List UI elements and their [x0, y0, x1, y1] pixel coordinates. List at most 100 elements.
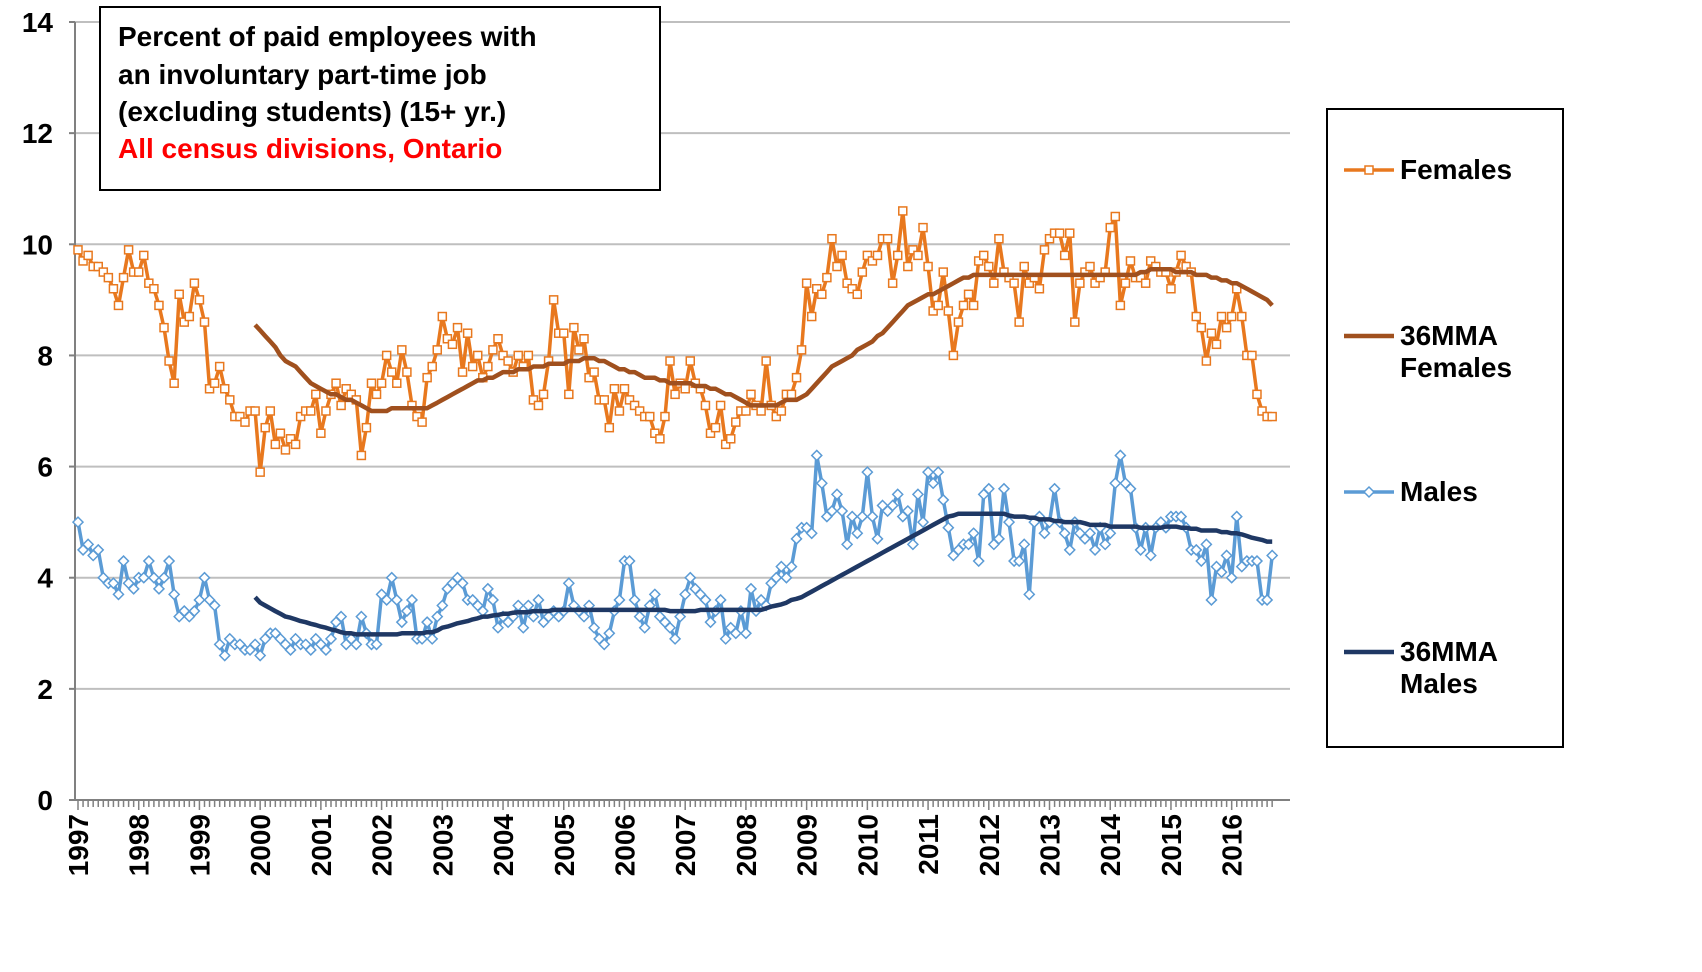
- marker: [674, 610, 687, 623]
- marker: [82, 538, 95, 551]
- x-tick-label: 2011: [913, 814, 944, 875]
- marker: [1206, 328, 1217, 338]
- marker: [739, 627, 752, 640]
- marker: [972, 554, 985, 568]
- marker: [1058, 527, 1071, 540]
- marker: [1039, 245, 1050, 255]
- marker: [633, 610, 646, 623]
- y-tick-label: 8: [37, 340, 53, 371]
- marker: [599, 395, 609, 405]
- marker: [385, 571, 398, 584]
- marker: [1196, 322, 1207, 333]
- y-tick-label: 10: [22, 229, 53, 260]
- y-tick-label: 6: [37, 452, 53, 483]
- marker: [835, 504, 849, 518]
- marker: [1191, 311, 1202, 322]
- x-tick-label: 2010: [852, 814, 883, 876]
- marker: [376, 378, 387, 388]
- marker: [421, 616, 434, 629]
- marker: [1230, 510, 1243, 523]
- legend-item: Males: [1342, 476, 1540, 508]
- x-tick-label: 1998: [124, 814, 155, 876]
- marker: [1125, 256, 1136, 266]
- marker: [861, 466, 874, 479]
- marker: [71, 516, 85, 529]
- legend-marker: [1364, 165, 1374, 175]
- marker: [107, 577, 120, 590]
- marker: [655, 434, 665, 444]
- marker: [209, 378, 220, 388]
- marker: [1109, 477, 1122, 490]
- marker: [1114, 449, 1127, 462]
- marker: [628, 593, 641, 607]
- marker: [1215, 566, 1228, 579]
- marker: [815, 477, 828, 490]
- marker: [1211, 339, 1222, 350]
- marker: [280, 445, 291, 455]
- legend-swatch: [1344, 485, 1394, 499]
- marker: [710, 422, 721, 433]
- legend-label: 36MMA Males: [1400, 636, 1497, 699]
- marker: [381, 350, 392, 361]
- marker: [290, 439, 301, 450]
- marker: [144, 278, 154, 288]
- marker: [527, 610, 540, 623]
- marker: [456, 577, 469, 590]
- marker: [604, 422, 615, 433]
- marker: [405, 593, 419, 607]
- marker: [164, 356, 174, 366]
- marker: [392, 378, 402, 388]
- marker: [142, 554, 155, 568]
- marker: [118, 272, 129, 283]
- marker: [356, 450, 367, 461]
- legend-label: 36MMA Females: [1400, 320, 1513, 383]
- marker: [967, 527, 980, 540]
- marker: [922, 466, 935, 479]
- marker: [361, 422, 372, 433]
- marker: [830, 488, 844, 501]
- marker: [1201, 356, 1212, 366]
- marker: [1267, 411, 1277, 422]
- marker: [390, 593, 403, 607]
- marker: [249, 638, 262, 651]
- marker: [184, 311, 195, 322]
- marker: [316, 428, 326, 438]
- marker: [886, 499, 899, 512]
- marker: [903, 261, 913, 272]
- marker: [634, 406, 645, 416]
- marker: [891, 488, 904, 501]
- marker: [503, 356, 513, 366]
- marker: [1034, 283, 1045, 294]
- x-tick-label: 2003: [427, 814, 458, 876]
- marker: [1134, 543, 1147, 556]
- marker: [810, 449, 823, 462]
- marker: [982, 482, 995, 495]
- marker: [953, 317, 964, 327]
- marker: [997, 482, 1011, 495]
- marker: [1019, 261, 1029, 272]
- marker: [1120, 278, 1131, 288]
- x-tick-label: 2002: [367, 814, 398, 876]
- marker: [112, 588, 125, 601]
- legend-swatch: [1344, 165, 1394, 175]
- marker: [133, 267, 144, 277]
- marker: [775, 560, 788, 573]
- x-tick-label: 2005: [549, 814, 580, 876]
- y-tick-label: 2: [37, 674, 53, 705]
- marker: [872, 250, 883, 261]
- marker: [517, 621, 530, 634]
- y-tick-label: 4: [37, 563, 53, 594]
- x-tick-label: 2013: [1035, 814, 1066, 876]
- marker: [943, 306, 954, 316]
- marker: [250, 406, 260, 416]
- marker: [331, 378, 341, 388]
- marker: [1144, 549, 1157, 562]
- marker: [1216, 311, 1227, 322]
- marker: [892, 250, 903, 261]
- marker: [992, 532, 1005, 545]
- y-tick-label: 12: [22, 118, 53, 149]
- marker: [806, 311, 817, 322]
- marker: [493, 334, 503, 344]
- marker: [199, 317, 210, 327]
